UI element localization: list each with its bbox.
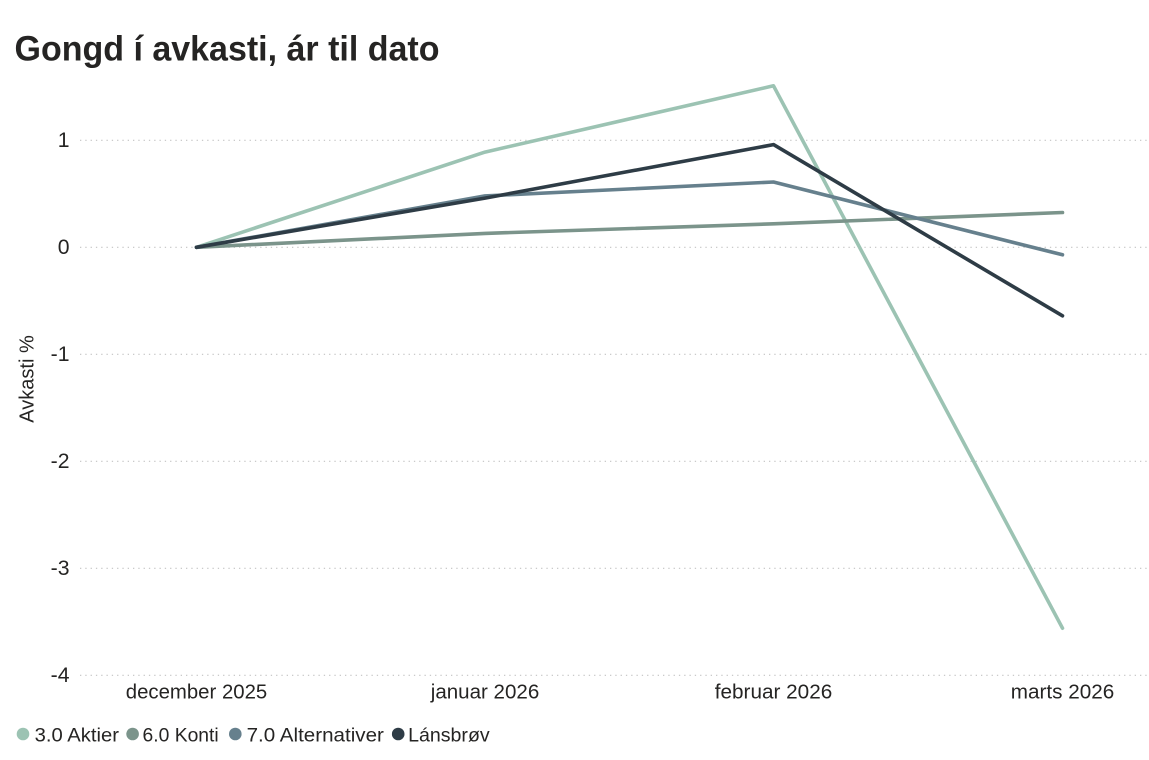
- svg-text:Avkasti %: Avkasti %: [17, 335, 39, 423]
- svg-text:-3: -3: [51, 557, 70, 580]
- svg-text:Gongd í avkasti, ár til dato: Gongd í avkasti, ár til dato: [15, 29, 440, 68]
- svg-text:februar 2026: februar 2026: [715, 681, 833, 704]
- svg-text:-2: -2: [51, 450, 70, 473]
- svg-text:3.0 Aktier: 3.0 Aktier: [35, 725, 120, 746]
- svg-text:-1: -1: [51, 343, 70, 366]
- svg-text:Lánsbrøv: Lánsbrøv: [408, 725, 490, 746]
- svg-text:marts 2026: marts 2026: [1011, 681, 1115, 704]
- svg-text:januar 2026: januar 2026: [430, 681, 539, 704]
- svg-text:-4: -4: [51, 664, 70, 687]
- svg-text:0: 0: [58, 236, 70, 259]
- svg-text:7.0 Alternativer: 7.0 Alternativer: [247, 725, 385, 746]
- svg-text:december 2025: december 2025: [126, 681, 268, 704]
- svg-text:6.0 Konti: 6.0 Konti: [143, 725, 219, 746]
- svg-text:1: 1: [58, 129, 70, 152]
